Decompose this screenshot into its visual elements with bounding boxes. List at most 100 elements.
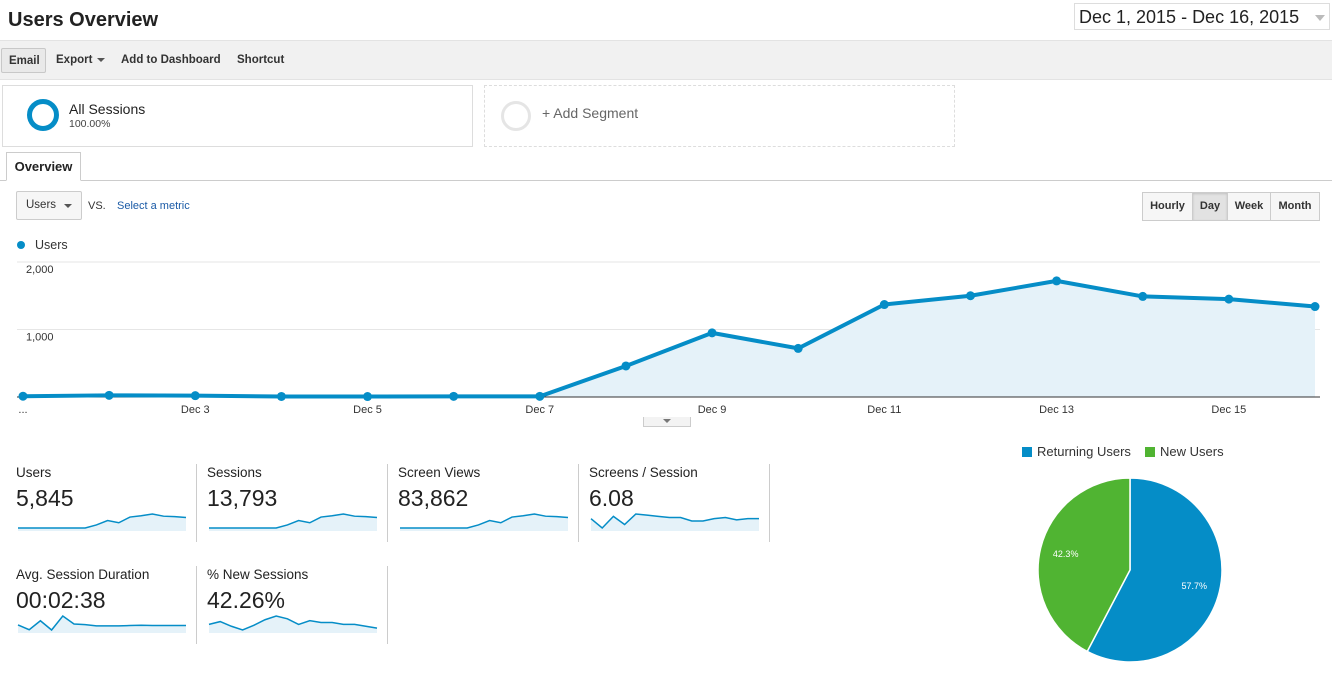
metric-card-screens-per-session: Screens / Session 6.08 bbox=[589, 465, 769, 545]
legend-new-users: New Users bbox=[1160, 444, 1224, 459]
sparkline-fill bbox=[209, 616, 377, 633]
metric-card-users: Users 5,845 bbox=[16, 465, 196, 545]
chevron-down-icon bbox=[97, 57, 106, 62]
sparkline-fill bbox=[18, 514, 186, 531]
add-to-dashboard-button[interactable]: Add to Dashboard bbox=[121, 54, 221, 66]
data-point bbox=[621, 361, 631, 371]
data-point bbox=[1310, 302, 1320, 312]
add-segment-button[interactable]: + Add Segment bbox=[484, 85, 955, 147]
metric-card-new-sessions: % New Sessions 42.26% bbox=[207, 567, 387, 647]
divider bbox=[387, 566, 388, 644]
granularity-hourly-button[interactable]: Hourly bbox=[1142, 192, 1193, 221]
data-point bbox=[1052, 276, 1062, 286]
divider bbox=[196, 464, 197, 542]
segment-name: All Sessions bbox=[69, 101, 146, 117]
segment-percent: 100.00% bbox=[69, 118, 111, 130]
pie-slice bbox=[1037, 477, 1131, 653]
segment-ring-icon bbox=[501, 101, 531, 131]
x-tick-label: Dec 3 bbox=[181, 404, 210, 416]
pie-slice bbox=[1086, 477, 1223, 663]
x-tick-label: Dec 13 bbox=[1039, 404, 1074, 416]
shortcut-button[interactable]: Shortcut bbox=[237, 54, 285, 66]
sparkline bbox=[18, 513, 187, 531]
x-tick-label: Dec 11 bbox=[867, 404, 901, 416]
granularity-month-button[interactable]: Month bbox=[1270, 192, 1320, 221]
data-point bbox=[104, 390, 114, 400]
tab-divider bbox=[0, 180, 1332, 181]
data-point bbox=[276, 391, 286, 401]
date-range-text: Dec 1, 2015 - Dec 16, 2015 bbox=[1079, 7, 1300, 27]
legend-users: Users bbox=[35, 238, 68, 252]
sparkline-line bbox=[208, 615, 378, 631]
sparkline bbox=[17, 614, 186, 633]
metric-value: 13,793 bbox=[207, 485, 278, 511]
metric-select[interactable]: Users bbox=[16, 191, 82, 220]
data-point bbox=[879, 300, 889, 310]
divider bbox=[578, 464, 579, 542]
add-segment-label: + Add Segment bbox=[542, 105, 639, 121]
legend-dot-icon bbox=[17, 241, 25, 249]
metric-select-value: Users bbox=[26, 199, 57, 211]
export-label: Export bbox=[56, 54, 93, 66]
data-point bbox=[793, 343, 803, 353]
sparkline-line bbox=[400, 513, 569, 529]
vs-label: VS. bbox=[88, 200, 106, 212]
collapse-chart-toggle[interactable] bbox=[643, 417, 691, 427]
toolbar: Email Export Add to Dashboard Shortcut bbox=[0, 40, 1332, 80]
metric-label: % New Sessions bbox=[207, 567, 309, 582]
metric-card-sessions: Sessions 13,793 bbox=[207, 465, 387, 545]
segment-all-sessions[interactable]: All Sessions 100.00% bbox=[2, 85, 473, 147]
metric-label: Avg. Session Duration bbox=[16, 567, 150, 582]
metric-value: 42.26% bbox=[207, 587, 286, 613]
tab-overview[interactable]: Overview bbox=[6, 152, 81, 181]
x-tick-label: Dec 15 bbox=[1211, 404, 1246, 416]
select-metric-link[interactable]: Select a metric bbox=[117, 200, 190, 212]
data-point bbox=[1224, 294, 1234, 304]
sparkline bbox=[590, 513, 759, 531]
data-point bbox=[190, 391, 200, 401]
legend-new-swatch bbox=[1145, 447, 1155, 457]
chevron-down-icon bbox=[64, 204, 72, 208]
page-title: Users Overview bbox=[8, 9, 159, 31]
x-tick-label: ... bbox=[18, 404, 27, 416]
metric-card-avg-session-duration: Avg. Session Duration 00:02:38 bbox=[16, 567, 196, 647]
granularity-week-button[interactable]: Week bbox=[1227, 192, 1271, 221]
metric-value: 00:02:38 bbox=[16, 587, 106, 613]
users-pie-chart: 57.7% 42.3% bbox=[1037, 477, 1223, 663]
x-tick-label: Dec 9 bbox=[698, 404, 727, 416]
granularity-day-button[interactable]: Day bbox=[1192, 192, 1228, 221]
x-tick-label: Dec 5 bbox=[353, 404, 382, 416]
legend-returning-users: Returning Users bbox=[1037, 444, 1131, 459]
pie-label: 57.7% bbox=[1182, 581, 1208, 591]
data-point bbox=[535, 391, 545, 401]
sparkline bbox=[400, 513, 569, 531]
area-fill bbox=[23, 280, 1315, 397]
data-point bbox=[1138, 291, 1148, 301]
data-point bbox=[18, 391, 28, 401]
legend-returning-swatch bbox=[1022, 447, 1032, 457]
metric-value: 6.08 bbox=[589, 485, 634, 511]
metric-value: 5,845 bbox=[16, 485, 74, 511]
sparkline-fill bbox=[18, 616, 186, 633]
metric-label: Screens / Session bbox=[589, 465, 698, 480]
metric-label: Users bbox=[16, 465, 52, 480]
sparkline-line bbox=[18, 513, 187, 529]
y-tick-label: 2,000 bbox=[26, 264, 54, 276]
x-tick-label: Dec 7 bbox=[525, 404, 554, 416]
metric-label: Sessions bbox=[207, 465, 262, 480]
sparkline bbox=[209, 513, 378, 531]
date-range-picker[interactable]: Dec 1, 2015 - Dec 16, 2015 bbox=[1074, 3, 1330, 30]
y-tick-label: 1,000 bbox=[26, 332, 54, 344]
sparkline bbox=[208, 615, 378, 633]
data-point bbox=[965, 291, 975, 301]
metric-label: Screen Views bbox=[398, 465, 481, 480]
sparkline-fill bbox=[591, 514, 759, 531]
metric-card-screen-views: Screen Views 83,862 bbox=[398, 465, 578, 545]
divider bbox=[387, 464, 388, 542]
pie-label: 42.3% bbox=[1053, 549, 1079, 559]
export-button[interactable]: Export bbox=[48, 48, 113, 73]
metric-value: 83,862 bbox=[398, 485, 469, 511]
series-line bbox=[22, 278, 1316, 399]
sparkline-fill bbox=[400, 514, 568, 531]
email-button[interactable]: Email bbox=[1, 48, 46, 73]
